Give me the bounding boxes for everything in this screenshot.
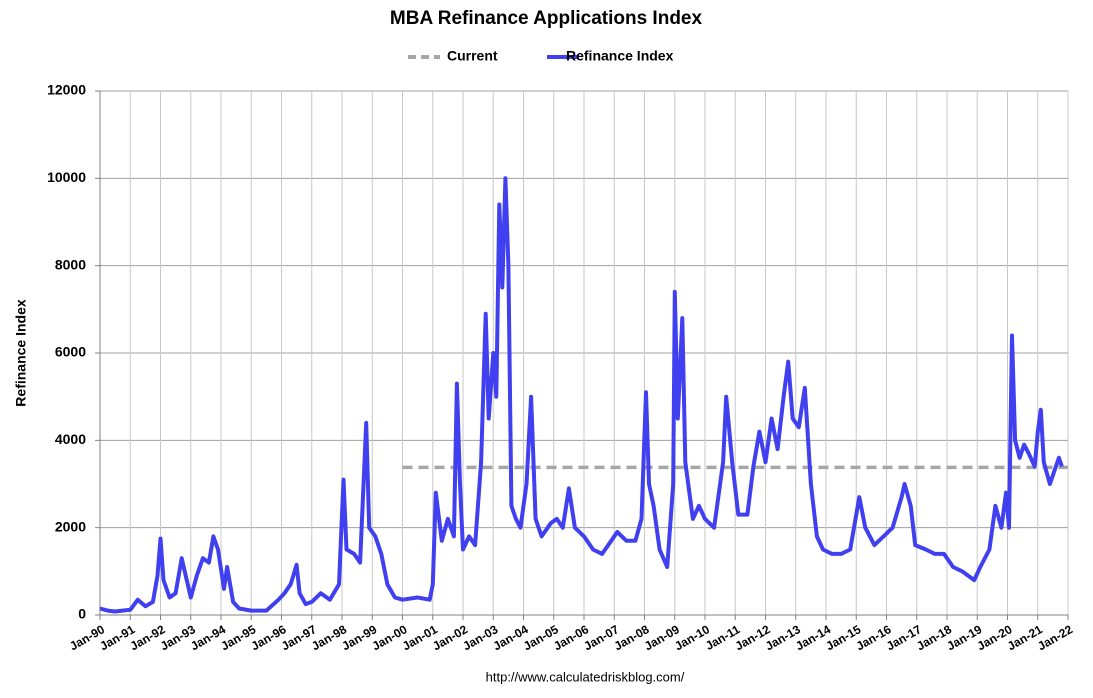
y-tick-label: 12000 [47,82,86,98]
source: http://www.calculatedriskblog.com/ [486,669,685,684]
y-tick-label: 6000 [55,344,86,360]
series-line [99,176,1064,614]
y-axis-label: Refinance Index [13,299,29,407]
x-tick-label: Jan-10 [672,622,712,653]
y-tick-label: 8000 [55,256,86,272]
y-tick-label: 4000 [55,431,86,447]
legend-label: Refinance Index [566,48,674,64]
legend-label: Current [447,48,498,64]
chart-title: MBA Refinance Applications Index [390,8,703,29]
x-tick-label: Jan-22 [1035,622,1075,653]
y-tick-label: 0 [78,606,86,622]
y-tick-label: 10000 [47,169,86,185]
y-tick-label: 2000 [55,518,86,534]
